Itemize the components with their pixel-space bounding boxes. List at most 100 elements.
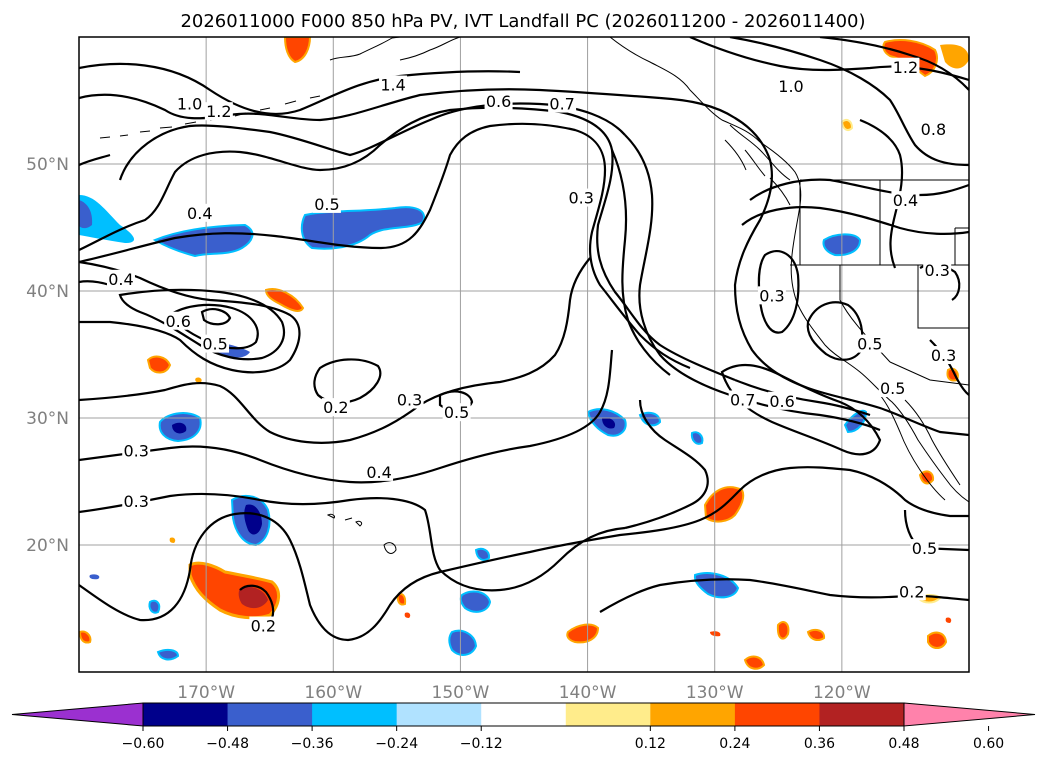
contour-label: 1.0 xyxy=(177,95,202,114)
contour-label: 0.7 xyxy=(549,95,574,114)
colorbar-tick-label: −0.12 xyxy=(460,736,503,752)
colorbar-tick-label: −0.48 xyxy=(206,736,249,752)
gridlines xyxy=(79,37,969,672)
contour-west-40n xyxy=(79,260,301,374)
lon-tick-label: 120°W xyxy=(813,683,871,703)
contour-label: 1.4 xyxy=(380,76,405,95)
contour-high-lat-1 xyxy=(79,62,521,115)
contour-mid-low-sweep xyxy=(439,466,969,574)
contour-label: 0.4 xyxy=(893,191,918,210)
colorbar-segment xyxy=(734,703,820,726)
contour-east-loop-0.3 xyxy=(757,250,800,334)
colorbar-segment xyxy=(396,703,482,726)
colorbar-tick-label: −0.36 xyxy=(291,736,334,752)
contour-central-0.2 xyxy=(79,512,441,642)
contour-label-bg xyxy=(910,539,939,558)
contour-label-bg xyxy=(919,119,948,138)
neg-patch-160w-20n xyxy=(156,648,180,661)
pos-patch-160w-59n xyxy=(283,37,312,64)
contour-label-bg xyxy=(757,286,786,305)
contour-label: 0.5 xyxy=(314,195,339,214)
contour-label: 0.7 xyxy=(730,390,755,409)
contour-label-bg xyxy=(395,390,424,409)
contour-label: 0.6 xyxy=(165,312,190,331)
contour-east-2 xyxy=(624,134,881,432)
chart-title: 2026011000 F000 850 hPa PV, IVT Landfall… xyxy=(180,11,865,32)
contour-ne-2 xyxy=(729,37,969,167)
contour-0.2-lower xyxy=(239,584,275,619)
contour-label-bg xyxy=(164,311,193,330)
contour-label-bg xyxy=(897,582,926,601)
contour-label: 0.2 xyxy=(323,398,348,417)
contour-east-1 xyxy=(659,96,969,437)
contour-label: 0.8 xyxy=(921,120,946,139)
lon-tick-label: 140°W xyxy=(559,683,617,703)
contour-label: 1.2 xyxy=(893,58,918,77)
colorbar-segment xyxy=(565,703,651,726)
contour-label-bg xyxy=(923,260,952,279)
contour-label: 0.3 xyxy=(931,346,956,365)
colorbar-tick-label: −0.24 xyxy=(375,736,418,752)
contour-label: 0.3 xyxy=(397,390,422,409)
colorbar-tick-label: 0.12 xyxy=(635,736,666,752)
pos-patch-141w-12n xyxy=(566,623,600,644)
lat-tick-label: 50°N xyxy=(26,155,69,175)
pos-patch-122w-53n xyxy=(840,119,854,131)
contour-label-bg xyxy=(878,379,907,398)
contour-west-inner xyxy=(118,288,286,361)
latitude-labels: 50°N 40°N 30°N 20°N xyxy=(26,155,69,556)
lon-tick-label: 150°W xyxy=(432,683,490,703)
pos-patch-174w-35n xyxy=(146,355,172,374)
contour-labels: 1.41.0 1.20.6 0.71.01.20.80.30.4 0.50.40.60… xyxy=(106,57,958,636)
contour-label-bg xyxy=(777,76,805,95)
contour-label: 0.3 xyxy=(568,189,593,208)
contour-label-bg xyxy=(106,269,135,288)
contour-label: 0.3 xyxy=(123,492,148,511)
contour-label-bg xyxy=(201,334,230,353)
alaska-coast xyxy=(329,37,969,503)
lat-tick-label: 40°N xyxy=(26,282,69,302)
pos-patch-167w-17n-core xyxy=(238,586,268,609)
pos-patch-small-b xyxy=(169,537,176,543)
contour-label: 0.5 xyxy=(444,403,469,422)
contour-label-bg xyxy=(312,194,341,213)
neg-patch-148w-19n xyxy=(474,547,491,561)
pos-patch-164w-40n xyxy=(264,288,305,312)
lat-tick-label: 30°N xyxy=(26,409,69,429)
colorbar-segment xyxy=(819,703,905,726)
lon-tick-label: 160°W xyxy=(304,683,362,703)
contour-label: 0.2 xyxy=(899,582,924,601)
contour-west-core xyxy=(168,303,259,350)
lon-tick-label: 170°W xyxy=(177,683,235,703)
contour-label-bg xyxy=(321,398,350,417)
neg-patch-139w-30n-core xyxy=(602,417,616,429)
pos-patch-150w-15n xyxy=(396,593,407,606)
lon-tick-label: 130°W xyxy=(686,683,744,703)
neg-patch-133w-28n xyxy=(690,431,704,445)
contour-label-bg xyxy=(365,462,394,481)
contour-label-bg xyxy=(891,191,920,210)
contour-label: 0.5 xyxy=(880,379,905,398)
colorbar-segment xyxy=(650,703,736,726)
neg-patch-small-1 xyxy=(148,599,161,614)
neg-patch-158w-45n xyxy=(300,206,426,250)
contour-high-lat-3 xyxy=(118,102,626,181)
colorbar-tick-label: 0.36 xyxy=(804,736,835,752)
pos-patch-125w-13n xyxy=(776,621,790,640)
neg-patch-west-edge-core xyxy=(79,200,93,229)
colorbar-extend-low xyxy=(11,702,144,727)
contour-lower-wave xyxy=(624,399,709,530)
pos-patch-small-c xyxy=(404,612,411,618)
contour-high-lat-2 xyxy=(79,88,661,122)
contour-label-bg xyxy=(768,391,797,410)
contour-label-bg xyxy=(249,616,278,635)
contour-label-bg xyxy=(122,492,151,511)
pos-patch-small-a xyxy=(195,377,202,383)
colorbar-tick-label: −0.60 xyxy=(122,736,165,752)
neg-patch-small-2 xyxy=(89,574,100,580)
contour-mid-1 xyxy=(79,106,736,382)
contour-label-bg xyxy=(204,102,233,121)
contour-label-bg xyxy=(567,188,596,207)
pos-patch-112w-10n xyxy=(927,631,948,649)
pos-patch-124w-12n xyxy=(806,629,826,641)
